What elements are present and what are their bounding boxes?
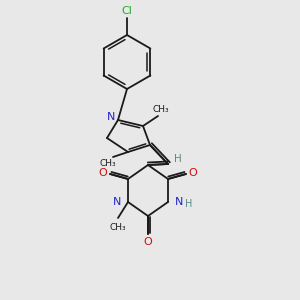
Text: N: N [112,197,121,207]
Text: N: N [175,197,183,207]
Text: O: O [144,237,152,247]
Text: H: H [185,199,192,209]
Text: N: N [107,112,115,122]
Text: H: H [174,154,182,164]
Text: CH₃: CH₃ [100,160,116,169]
Text: O: O [99,168,107,178]
Text: O: O [189,168,197,178]
Text: Cl: Cl [122,6,132,16]
Text: CH₃: CH₃ [153,106,169,115]
Text: CH₃: CH₃ [110,223,126,232]
